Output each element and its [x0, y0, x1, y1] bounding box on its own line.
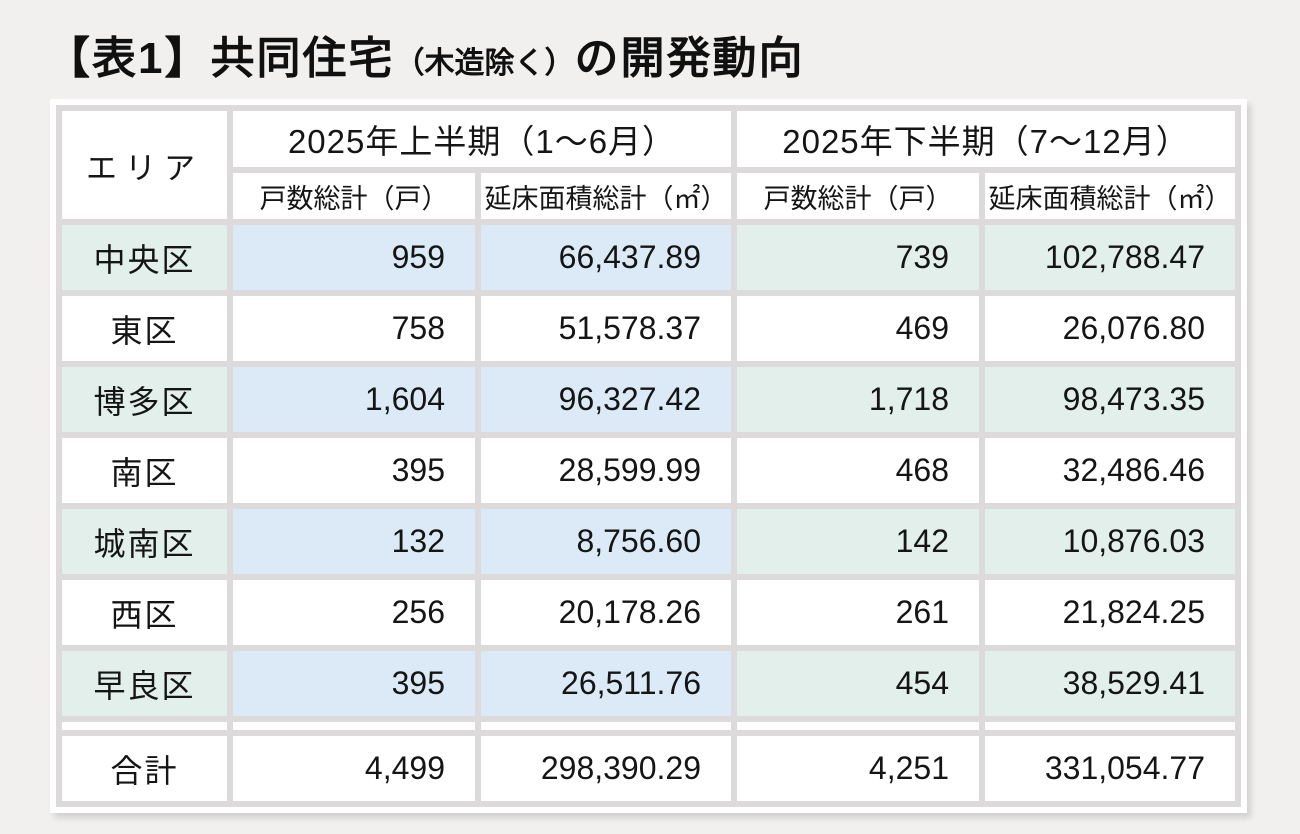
- table-row-jonan: 城南区 132 8,756.60 142 10,876.03: [62, 509, 1235, 574]
- h1-units-cell: 758: [233, 296, 475, 361]
- h1-units-cell: 959: [233, 225, 475, 290]
- total-h2-floor-area-cell: 331,054.77: [985, 736, 1235, 801]
- total-separator: [62, 722, 1235, 730]
- total-label-cell: 合計: [62, 736, 227, 801]
- table-row-minami: 南区 395 28,599.99 468 32,486.46: [62, 438, 1235, 503]
- h2-floor-area-cell: 21,824.25: [985, 580, 1235, 645]
- header-h2-units-total: 戸数総計（戸）: [737, 173, 979, 219]
- h2-units-cell: 469: [737, 296, 979, 361]
- area-cell: 西区: [62, 580, 227, 645]
- header-area: エリア: [62, 111, 227, 219]
- h1-floor-area-cell: 66,437.89: [481, 225, 731, 290]
- h1-units-cell: 395: [233, 438, 475, 503]
- h1-units-cell: 256: [233, 580, 475, 645]
- h1-floor-area-cell: 20,178.26: [481, 580, 731, 645]
- h2-floor-area-cell: 98,473.35: [985, 367, 1235, 432]
- total-h2-units-cell: 4,251: [737, 736, 979, 801]
- header-first-half-2025: 2025年上半期（1～6月）: [233, 111, 731, 167]
- table-row-total: 合計 4,499 298,390.29 4,251 331,054.77: [62, 736, 1235, 801]
- area-cell: 南区: [62, 438, 227, 503]
- h2-floor-area-cell: 32,486.46: [985, 438, 1235, 503]
- total-h1-floor-area-cell: 298,390.29: [481, 736, 731, 801]
- h2-units-cell: 261: [737, 580, 979, 645]
- development-table: エリア 2025年上半期（1～6月） 2025年下半期（7～12月） 戸数総計（…: [56, 105, 1241, 807]
- h1-floor-area-cell: 26,511.76: [481, 651, 731, 716]
- title-main-before: 【表1】共同住宅: [46, 34, 395, 83]
- header-h1-units-total: 戸数総計（戸）: [233, 173, 475, 219]
- area-cell: 早良区: [62, 651, 227, 716]
- total-h1-units-cell: 4,499: [233, 736, 475, 801]
- area-cell: 博多区: [62, 367, 227, 432]
- table-row-nishi: 西区 256 20,178.26 261 21,824.25: [62, 580, 1235, 645]
- h2-units-cell: 454: [737, 651, 979, 716]
- table-row-hakata: 博多区 1,604 96,327.42 1,718 98,473.35: [62, 367, 1235, 432]
- area-cell: 東区: [62, 296, 227, 361]
- table-card: エリア 2025年上半期（1～6月） 2025年下半期（7～12月） 戸数総計（…: [50, 99, 1247, 813]
- table-row-higashi: 東区 758 51,578.37 469 26,076.80: [62, 296, 1235, 361]
- h1-floor-area-cell: 96,327.42: [481, 367, 731, 432]
- h1-floor-area-cell: 51,578.37: [481, 296, 731, 361]
- page-title: 【表1】共同住宅（木造除く）の開発動向: [46, 22, 804, 86]
- header-group-row: エリア 2025年上半期（1～6月） 2025年下半期（7～12月）: [62, 111, 1235, 219]
- h1-floor-area-cell: 28,599.99: [481, 438, 731, 503]
- area-cell: 中央区: [62, 225, 227, 290]
- title-paren-note: （木造除く）: [394, 47, 575, 80]
- header-h1-floor-area-total: 延床面積総計（㎡）: [481, 173, 731, 219]
- h2-units-cell: 468: [737, 438, 979, 503]
- header-sub-row: 戸数総計（戸） 延床面積総計（㎡） 戸数総計（戸） 延床面積総計（㎡）: [62, 173, 1235, 219]
- h1-floor-area-cell: 8,756.60: [481, 509, 731, 574]
- h1-units-cell: 1,604: [233, 367, 475, 432]
- h2-floor-area-cell: 102,788.47: [985, 225, 1235, 290]
- h1-units-cell: 132: [233, 509, 475, 574]
- h2-units-cell: 142: [737, 509, 979, 574]
- title-main-after: の開発動向: [574, 34, 805, 83]
- table-row-sawara: 早良区 395 26,511.76 454 38,529.41: [62, 651, 1235, 716]
- h2-floor-area-cell: 38,529.41: [985, 651, 1235, 716]
- header-second-half-2025: 2025年下半期（7～12月）: [737, 111, 1235, 167]
- table-body: 中央区 959 66,437.89 739 102,788.47 東区 758 …: [62, 225, 1235, 801]
- h1-units-cell: 395: [233, 651, 475, 716]
- h2-floor-area-cell: 10,876.03: [985, 509, 1235, 574]
- h2-units-cell: 1,718: [737, 367, 979, 432]
- table-header: エリア 2025年上半期（1～6月） 2025年下半期（7～12月） 戸数総計（…: [62, 111, 1235, 219]
- h2-floor-area-cell: 26,076.80: [985, 296, 1235, 361]
- h2-units-cell: 739: [737, 225, 979, 290]
- area-cell: 城南区: [62, 509, 227, 574]
- table-row-chuo: 中央区 959 66,437.89 739 102,788.47: [62, 225, 1235, 290]
- header-h2-floor-area-total: 延床面積総計（㎡）: [985, 173, 1235, 219]
